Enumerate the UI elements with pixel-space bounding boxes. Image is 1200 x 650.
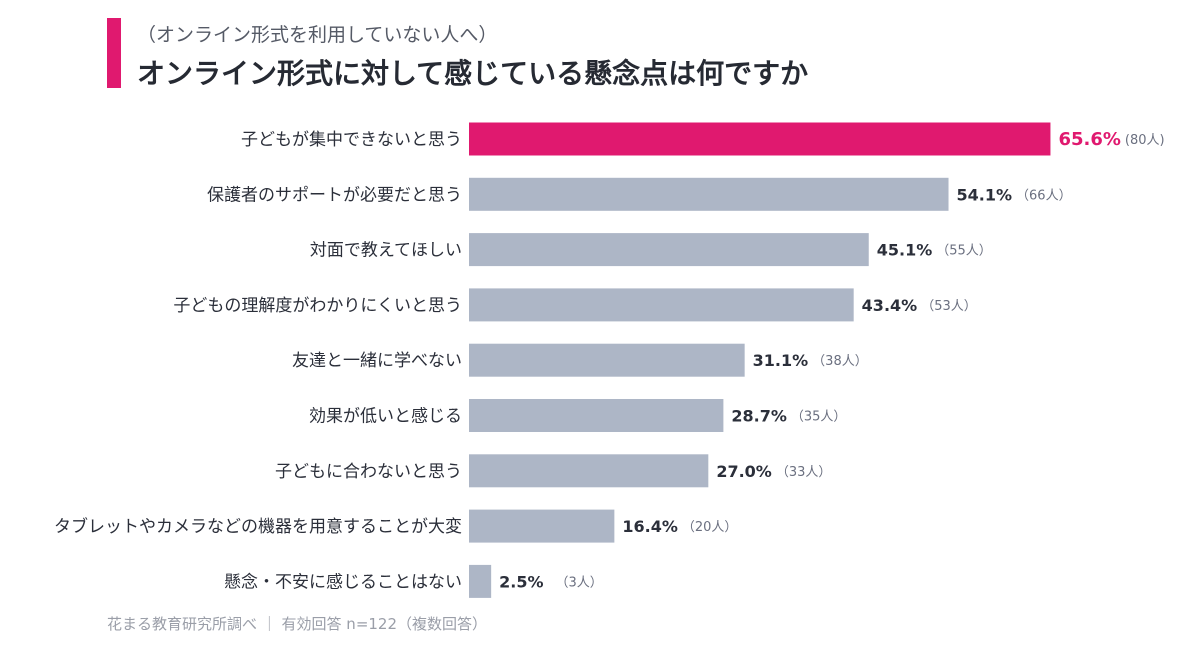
count-label: （38人） [812, 354, 868, 369]
chart-title: オンライン形式に対して感じている懸念点は何ですか [137, 57, 809, 90]
value-label: 27.0% [716, 462, 772, 481]
bar [469, 288, 854, 322]
category-label: 懸念・不安に感じることはない [224, 571, 462, 592]
value-label: 43.4% [862, 296, 918, 315]
bar [469, 564, 492, 598]
bar [469, 177, 949, 211]
bar [469, 399, 724, 432]
category-label: 子どもが集中できないと思う [241, 130, 462, 150]
category-label: 対面で教えてほしい [310, 241, 462, 261]
bar [469, 454, 709, 488]
bar [469, 122, 1051, 156]
count-label: （55人） [936, 244, 992, 259]
count-label: （33人） [776, 465, 832, 480]
value-label: 45.1% [877, 241, 933, 260]
count-label: （53人） [921, 299, 977, 314]
value-label: 16.4% [622, 517, 678, 536]
source-footnote: 花まる教育研究所調べ ｜ 有効回答 n=122（複数回答） [107, 615, 488, 633]
category-label: 子どもに合わないと思う [275, 462, 462, 482]
value-label: 28.7% [731, 407, 787, 426]
value-label: 65.6% [1058, 129, 1120, 150]
chart-subtitle: （オンライン形式を利用していない人へ） [137, 24, 498, 46]
count-label: （3人） [556, 575, 603, 590]
category-label: 子どもの理解度がわかりにくいと思う [173, 296, 462, 316]
count-label: （35人） [791, 410, 847, 425]
title-accent-bar [107, 18, 121, 88]
count-label: (80人) [1125, 133, 1165, 148]
bar [469, 233, 869, 267]
count-label: （20人） [682, 520, 738, 535]
value-label: 54.1% [957, 185, 1013, 204]
value-label: 31.1% [753, 351, 809, 370]
category-label: 保護者のサポートが必要だと思う [207, 185, 462, 205]
category-label: タブレットやカメラなどの機器を用意することが大変 [54, 516, 462, 537]
bar [469, 509, 615, 543]
count-label: （66人） [1016, 188, 1072, 203]
category-label: 効果が低いと感じる [309, 407, 462, 427]
value-label: 2.5% [499, 572, 543, 591]
bar [469, 343, 745, 377]
category-label: 友達と一緒に学べない [292, 351, 462, 371]
